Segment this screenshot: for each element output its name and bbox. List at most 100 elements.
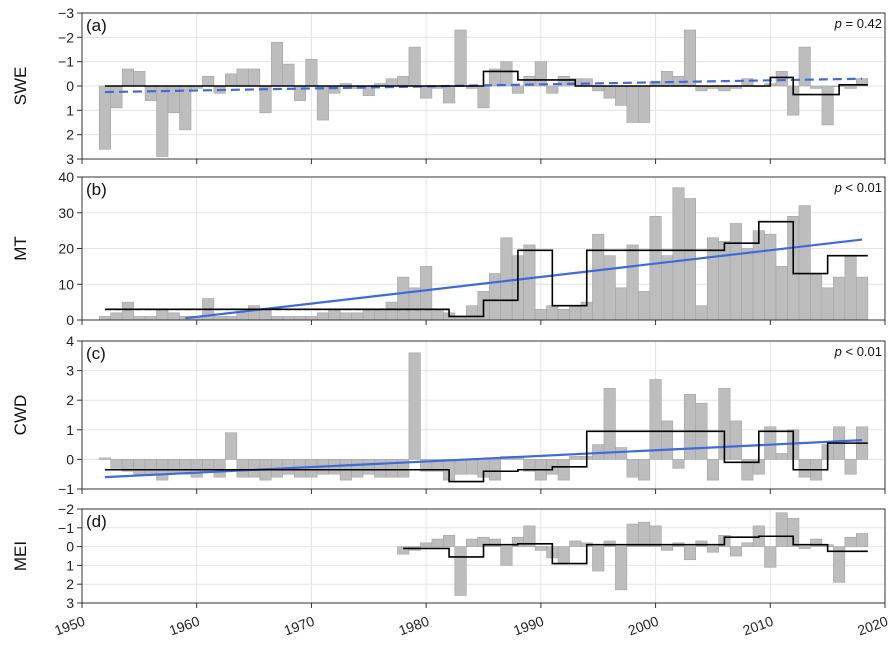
bar xyxy=(764,233,777,321)
y-tick-label: 0 xyxy=(66,539,74,555)
bar xyxy=(615,85,628,106)
y-tick-label: −1 xyxy=(58,520,74,536)
bar xyxy=(718,241,731,321)
bar xyxy=(557,459,570,481)
x-tick-label: 1980 xyxy=(396,613,431,639)
bar xyxy=(397,276,410,321)
bar xyxy=(661,71,674,87)
bar xyxy=(305,58,318,87)
bar xyxy=(706,459,719,481)
bar xyxy=(752,230,765,321)
bar xyxy=(821,85,834,126)
panel-frame xyxy=(81,508,886,604)
bar xyxy=(798,546,811,549)
panel-label: (d) xyxy=(86,512,107,531)
bar xyxy=(706,546,719,553)
bar xyxy=(213,316,226,321)
bar xyxy=(144,316,157,321)
bar xyxy=(270,41,284,87)
x-tick-label: 2020 xyxy=(855,613,890,639)
bar xyxy=(775,453,788,460)
bar xyxy=(179,85,192,131)
x-tick-label: 1960 xyxy=(167,613,202,639)
bar xyxy=(661,420,674,460)
bar xyxy=(626,85,639,123)
p-value: < 0.01 xyxy=(842,344,882,359)
bar xyxy=(316,85,329,121)
y-tick-label: 2 xyxy=(66,392,74,408)
y-tick-label: −3 xyxy=(58,5,74,21)
p-symbol: p xyxy=(834,16,842,31)
bar xyxy=(431,538,444,547)
bar xyxy=(282,63,295,87)
y-tick-label: −2 xyxy=(58,29,74,45)
x-tick-label: 2010 xyxy=(741,613,776,639)
y-tick-label: 20 xyxy=(58,241,74,257)
bar xyxy=(98,457,111,460)
panel-label: (a) xyxy=(86,16,107,35)
bar xyxy=(225,432,238,460)
bar xyxy=(454,546,467,596)
y-tick-label: 2 xyxy=(66,127,74,143)
bar xyxy=(729,223,742,321)
bar xyxy=(798,205,811,321)
y-tick-label: 1 xyxy=(66,557,74,573)
y-tick-label: 4 xyxy=(66,333,74,349)
bar xyxy=(259,308,272,321)
bar xyxy=(833,546,846,583)
bar xyxy=(534,546,547,551)
bar xyxy=(695,305,708,321)
panel-4: −2 −1 0 1 2 3 MEI (d) xyxy=(11,501,886,611)
y-axis-label: MT xyxy=(11,236,30,261)
trend-line xyxy=(104,439,863,479)
bar xyxy=(121,68,134,87)
p-value: = 0.42 xyxy=(842,16,882,31)
bar xyxy=(844,536,857,547)
bar xyxy=(110,459,123,469)
bar xyxy=(385,78,398,87)
bar xyxy=(580,78,593,87)
bar xyxy=(443,85,456,104)
bar xyxy=(156,85,169,157)
bar xyxy=(397,459,410,478)
bar xyxy=(374,459,387,478)
bar xyxy=(856,276,869,321)
bar xyxy=(638,521,651,547)
bar xyxy=(534,61,547,87)
bar xyxy=(385,301,398,321)
regime-mean-step-line xyxy=(403,535,868,565)
bar xyxy=(408,46,421,87)
bar xyxy=(431,308,444,321)
bar xyxy=(133,459,146,475)
bar xyxy=(397,75,410,87)
bar xyxy=(167,459,180,475)
bar xyxy=(569,305,582,321)
y-axis-label: CWD xyxy=(11,395,30,436)
y-tick-label: 10 xyxy=(58,276,74,292)
panel-label: (b) xyxy=(86,180,107,199)
bar xyxy=(144,459,157,475)
bar xyxy=(764,546,777,568)
bar xyxy=(465,538,479,547)
bar xyxy=(454,29,467,87)
bar xyxy=(603,255,616,321)
bar xyxy=(248,305,261,321)
bar xyxy=(603,540,616,547)
bar xyxy=(603,388,616,460)
bar xyxy=(225,73,238,87)
x-tick-label: 1950 xyxy=(52,613,87,639)
bar xyxy=(156,308,169,321)
bar xyxy=(615,447,628,460)
bar xyxy=(488,273,502,321)
panel-frame xyxy=(81,340,886,490)
bar xyxy=(592,233,605,321)
y-tick-label: 3 xyxy=(66,151,74,167)
bar xyxy=(557,546,570,564)
y-tick-label: 2 xyxy=(66,576,74,592)
bar xyxy=(649,379,662,460)
bar xyxy=(305,316,318,321)
p-symbol: p xyxy=(834,344,842,359)
bar xyxy=(798,459,811,478)
bar xyxy=(729,546,742,557)
bar xyxy=(810,538,823,547)
